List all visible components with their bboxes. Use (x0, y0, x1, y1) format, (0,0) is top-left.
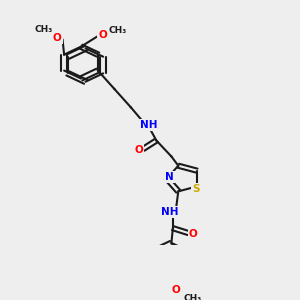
Text: NH: NH (161, 207, 178, 217)
Text: O: O (98, 30, 107, 40)
Text: N: N (165, 172, 174, 182)
Text: O: O (53, 33, 62, 43)
Text: S: S (192, 184, 200, 194)
Text: O: O (189, 229, 197, 239)
Text: CH₃: CH₃ (184, 294, 202, 300)
Text: O: O (134, 145, 143, 155)
Text: O: O (172, 285, 180, 295)
Text: CH₃: CH₃ (109, 26, 127, 35)
Text: CH₃: CH₃ (35, 25, 53, 34)
Text: NH: NH (140, 120, 158, 130)
